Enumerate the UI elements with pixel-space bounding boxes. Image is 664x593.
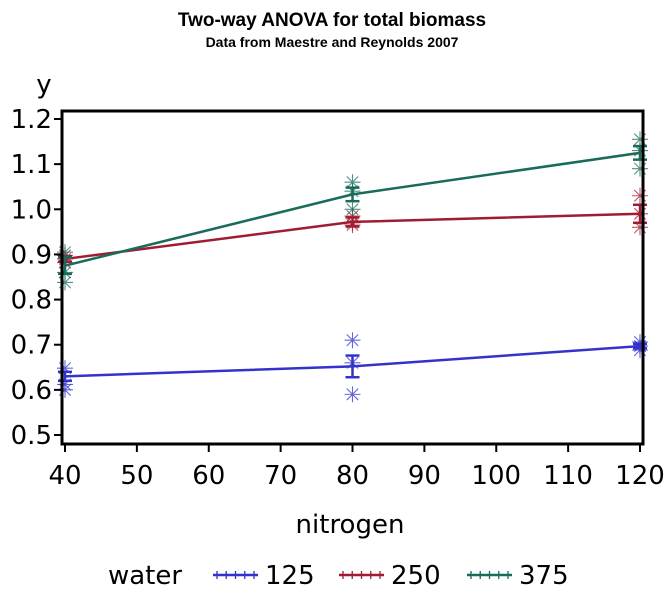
observation-point bbox=[632, 219, 648, 236]
observation-point bbox=[344, 174, 361, 191]
observation-point bbox=[57, 244, 73, 261]
y-tick-label: 1.1 bbox=[11, 150, 52, 180]
error-bar bbox=[633, 342, 647, 350]
error-bar bbox=[345, 186, 360, 203]
chart-subtitle: Data from Maestre and Reynolds 2007 bbox=[206, 34, 459, 50]
y-tick-label: 0.6 bbox=[11, 376, 52, 406]
legend-label: 250 bbox=[391, 561, 441, 591]
y-axis-label: y bbox=[36, 70, 51, 100]
y-tick-label: 1.0 bbox=[11, 195, 52, 225]
observation-point bbox=[57, 360, 73, 377]
x-tick-label: 50 bbox=[120, 461, 153, 491]
observation-point bbox=[344, 201, 361, 218]
legend-item-250: 250 bbox=[339, 561, 441, 591]
legend-item-375: 375 bbox=[467, 561, 569, 591]
x-axis-label: nitrogen bbox=[296, 510, 405, 540]
x-tick-label: 70 bbox=[264, 461, 297, 491]
legend: water 125 250 375 bbox=[108, 561, 569, 591]
observation-point bbox=[57, 376, 73, 393]
error-bar bbox=[345, 354, 360, 379]
legend-item-125: 125 bbox=[213, 561, 315, 591]
x-tick-label: 100 bbox=[471, 461, 521, 491]
series-375 bbox=[57, 131, 648, 291]
y-tick-label: 1.2 bbox=[11, 105, 52, 135]
legend-label: 375 bbox=[519, 561, 569, 591]
observation-point bbox=[632, 131, 648, 148]
observation-point bbox=[57, 274, 73, 291]
error-bar bbox=[58, 370, 72, 383]
error-bar bbox=[58, 256, 72, 276]
series-125 bbox=[57, 332, 648, 403]
observation-point bbox=[344, 386, 361, 403]
tick-layer: 40 50 60 70 80 90 100 110 120 0.5 0.6 0.7 0.8 0.9 1.0 1… bbox=[11, 105, 664, 491]
error-bar bbox=[633, 144, 647, 161]
plot-layer bbox=[57, 131, 648, 403]
y-tick-label: 0.7 bbox=[11, 331, 52, 361]
x-tick-label: 120 bbox=[615, 461, 664, 491]
error-bar bbox=[633, 203, 647, 225]
x-tick-label: 90 bbox=[408, 461, 441, 491]
observation-point bbox=[344, 332, 361, 349]
legend-title: water bbox=[108, 561, 182, 591]
observation-point bbox=[632, 160, 648, 177]
observation-point bbox=[632, 334, 648, 351]
observation-point bbox=[632, 187, 648, 204]
x-tick-label: 40 bbox=[48, 461, 81, 491]
y-tick-label: 0.9 bbox=[11, 240, 52, 270]
x-tick-label: 60 bbox=[192, 461, 225, 491]
y-tick-label: 0.8 bbox=[11, 286, 52, 316]
chart-title: Two-way ANOVA for total biomass bbox=[178, 10, 486, 31]
x-tick-label: 110 bbox=[543, 461, 593, 491]
y-tick-label: 0.5 bbox=[11, 421, 52, 451]
legend-label: 125 bbox=[265, 561, 315, 591]
error-bar bbox=[345, 216, 360, 228]
x-tick-label: 80 bbox=[336, 461, 369, 491]
